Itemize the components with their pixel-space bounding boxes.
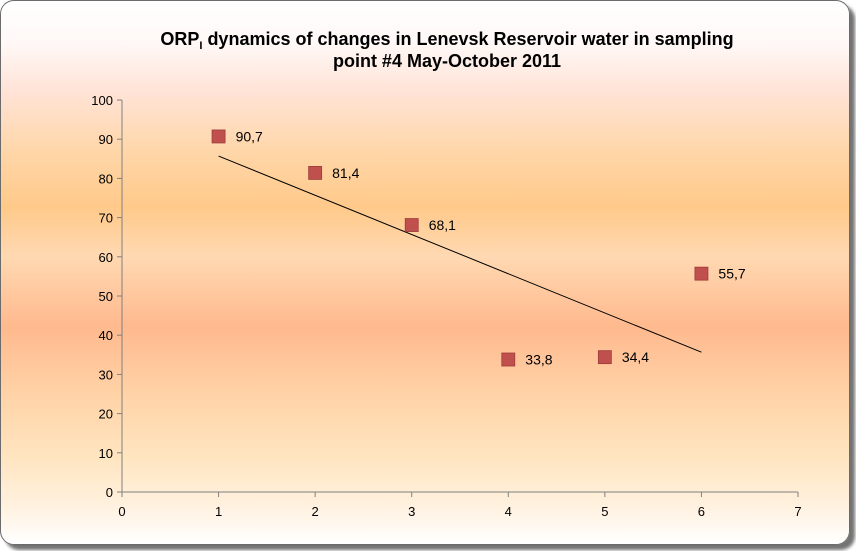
data-label: 33,8 <box>525 352 552 368</box>
x-tick-label: 0 <box>118 504 125 519</box>
trendline <box>218 155 702 353</box>
x-tick-label: 6 <box>698 504 705 519</box>
y-tick-label: 100 <box>91 93 113 108</box>
x-tick-label: 2 <box>312 504 319 519</box>
y-tick-label: 20 <box>99 407 113 422</box>
data-point-marker <box>211 129 226 144</box>
data-label: 81,4 <box>332 165 359 181</box>
x-tick-label: 3 <box>408 504 415 519</box>
data-label: 90,7 <box>236 128 263 144</box>
x-tick-label: 5 <box>601 504 608 519</box>
y-tick-label: 30 <box>99 367 113 382</box>
chart-title-line2: point #4 May-October 2011 <box>333 51 561 71</box>
y-tick-label: 40 <box>99 328 113 343</box>
data-points: 90,7 81,4 68,1 33,8 34,4 55,7 <box>211 128 746 368</box>
y-tick-label: 70 <box>99 211 113 226</box>
data-label: 55,7 <box>718 266 745 282</box>
data-point-marker <box>597 350 612 365</box>
scatter-chart: ORPI dynamics of changes in Lenevsk Rese… <box>91 29 801 519</box>
y-tick-label: 80 <box>99 171 113 186</box>
axes: 0 10 20 30 40 50 60 70 80 90 100 0 1 2 3 4 5 6 7 <box>91 93 801 519</box>
chart-title-line1: ORPI dynamics of changes in Lenevsk Rese… <box>160 29 733 52</box>
y-tick-label: 90 <box>99 132 113 147</box>
y-tick-label: 0 <box>106 485 113 500</box>
x-tick-label: 7 <box>794 504 801 519</box>
data-label: 68,1 <box>429 217 456 233</box>
y-tick-label: 60 <box>99 250 113 265</box>
y-tick-label: 50 <box>99 289 113 304</box>
data-point-marker <box>404 218 419 232</box>
data-point-marker <box>308 166 323 180</box>
y-tick-label: 10 <box>99 446 113 461</box>
data-point-marker <box>501 352 516 367</box>
data-point-marker <box>694 266 709 281</box>
x-tick-label: 1 <box>215 504 222 519</box>
trendline-line <box>218 155 702 353</box>
data-label: 34,4 <box>622 349 649 365</box>
x-tick-label: 4 <box>505 504 512 519</box>
